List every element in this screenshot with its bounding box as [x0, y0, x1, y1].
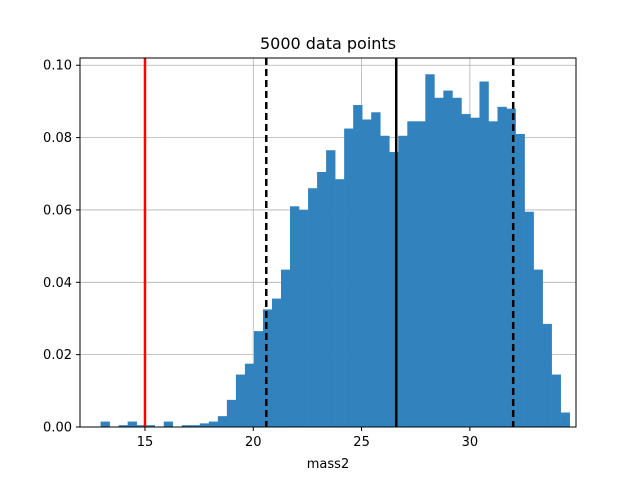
histogram-bar [479, 81, 489, 427]
histogram-bar [208, 421, 219, 427]
histogram-bar [362, 119, 372, 427]
histogram-bar [317, 171, 327, 427]
x-tick-label: 30 [462, 435, 479, 450]
histogram-bar [551, 374, 561, 427]
y-tick-label: 0.10 [43, 59, 72, 74]
histogram-bar [290, 206, 300, 427]
histogram-bar [308, 188, 318, 427]
y-tick-label: 0.06 [43, 203, 72, 218]
histogram-bar [335, 179, 345, 427]
x-axis-ticks: 15 20 25 30 [137, 427, 478, 450]
histogram-bar [145, 425, 156, 427]
histogram-bar [271, 298, 282, 427]
histogram-bar [244, 363, 255, 427]
x-tick-label: 15 [137, 435, 154, 450]
histogram-bar [163, 421, 174, 427]
histogram-bar [190, 425, 201, 427]
histogram-bar [425, 74, 435, 427]
x-axis-label: mass2 [307, 457, 349, 472]
histogram-bar [434, 97, 444, 427]
histogram-bar [217, 416, 228, 427]
x-tick-label: 25 [353, 435, 370, 450]
histogram-bar [533, 269, 543, 427]
histogram-bar [262, 309, 273, 427]
histogram-bar [560, 412, 570, 427]
histogram-bar [226, 399, 237, 427]
histogram-bar [515, 133, 525, 427]
histogram-bar [280, 269, 291, 427]
histogram-bar [506, 108, 516, 427]
histogram-bar [100, 421, 110, 427]
histogram-bar [461, 114, 471, 427]
y-tick-label: 0.02 [43, 348, 72, 363]
histogram-bar [542, 323, 552, 427]
histogram-bar [389, 152, 399, 427]
histogram-bar [344, 128, 354, 427]
histogram-bar [235, 374, 246, 427]
histogram-bar [181, 425, 192, 427]
histogram-bar [299, 209, 309, 427]
histogram-bar [353, 105, 363, 427]
histogram-bar [488, 121, 498, 427]
histogram-bar [371, 112, 381, 427]
histogram-bar [407, 121, 417, 427]
histogram-bar [326, 150, 336, 427]
histogram-bar [118, 425, 128, 427]
histogram-bar [398, 135, 408, 427]
histogram-bar [416, 121, 426, 427]
histogram-bar [497, 106, 507, 428]
reference-lines [143, 58, 515, 427]
y-tick-label: 0.04 [43, 276, 72, 291]
histogram-bar [199, 423, 210, 427]
histogram-bar [452, 97, 462, 427]
histogram-bar [136, 425, 146, 427]
histogram-bar [524, 211, 534, 427]
histogram-bar [470, 117, 480, 428]
histogram-bar [253, 331, 264, 427]
chart-title: 5000 data points [260, 34, 396, 53]
y-axis-ticks: 0.00 0.02 0.04 0.06 0.08 0.10 [43, 59, 80, 436]
y-tick-label: 0.00 [43, 421, 72, 436]
histogram-bar [380, 135, 390, 427]
histogram-bars [100, 74, 570, 428]
histogram-bar [443, 90, 453, 427]
plot-frame [79, 57, 577, 428]
x-tick-label: 20 [245, 435, 262, 450]
y-tick-label: 0.08 [43, 131, 72, 146]
histogram-bar [127, 421, 137, 427]
